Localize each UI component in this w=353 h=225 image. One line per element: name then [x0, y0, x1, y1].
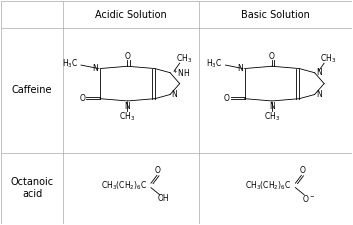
Text: OH: OH	[158, 194, 170, 202]
Text: O: O	[299, 166, 305, 176]
Text: CH$_3$: CH$_3$	[320, 53, 336, 65]
Text: Basic Solution: Basic Solution	[241, 10, 310, 20]
Text: CH$_3$: CH$_3$	[119, 110, 136, 123]
Text: CH$_3$: CH$_3$	[264, 110, 280, 123]
Text: Acidic Solution: Acidic Solution	[95, 10, 167, 20]
Text: $^+$NH: $^+$NH	[172, 67, 191, 79]
Text: CH$_3$: CH$_3$	[176, 53, 192, 65]
Text: N: N	[125, 102, 130, 111]
Text: Caffeine: Caffeine	[12, 85, 52, 95]
Text: N: N	[237, 64, 243, 73]
Text: N: N	[316, 90, 322, 99]
Text: Octanoic
acid: Octanoic acid	[11, 177, 54, 199]
Text: N: N	[269, 102, 275, 111]
Text: O$^-$: O$^-$	[302, 193, 315, 204]
Text: O: O	[155, 166, 161, 176]
Text: O: O	[224, 94, 230, 103]
Text: O: O	[125, 52, 130, 61]
Text: N: N	[172, 90, 177, 99]
Text: H$_3$C: H$_3$C	[207, 57, 223, 70]
Text: O: O	[269, 52, 275, 61]
Text: O: O	[79, 94, 85, 103]
Text: CH$_3$(CH$_2$)$_6$C: CH$_3$(CH$_2$)$_6$C	[245, 180, 292, 192]
Text: CH$_3$(CH$_2$)$_6$C: CH$_3$(CH$_2$)$_6$C	[101, 180, 147, 192]
Text: N: N	[316, 68, 322, 77]
Text: N: N	[92, 64, 98, 73]
Text: H$_3$C: H$_3$C	[62, 57, 78, 70]
